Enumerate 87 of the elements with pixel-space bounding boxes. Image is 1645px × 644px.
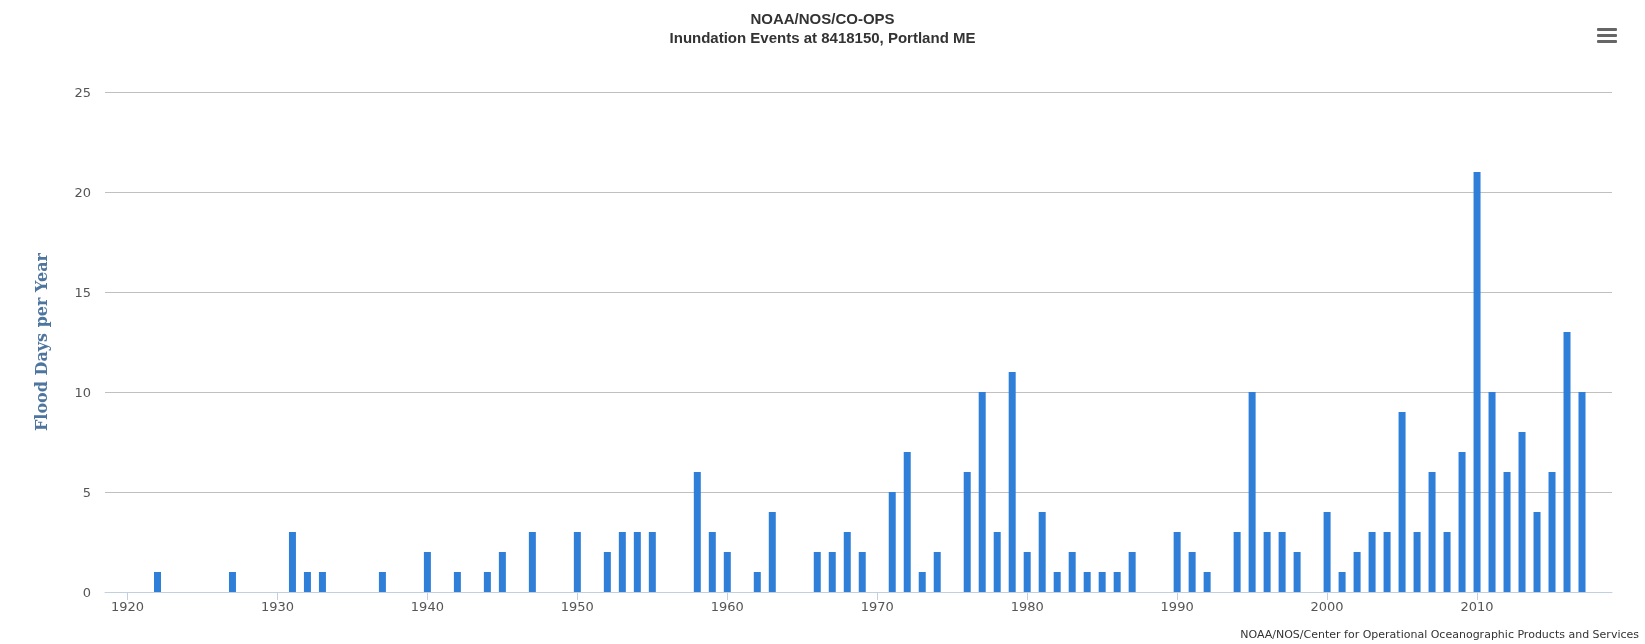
x-tick-label: 1920: [110, 599, 145, 614]
bar: [618, 532, 626, 592]
bar: [1563, 332, 1571, 592]
bar: [1488, 392, 1496, 592]
bar: [708, 532, 716, 592]
y-tick-label: 25: [74, 84, 91, 100]
bar: [1293, 552, 1301, 592]
bar: [978, 392, 986, 592]
bar: [1503, 472, 1511, 592]
bar: [1338, 572, 1346, 592]
y-tick-label: 20: [74, 184, 91, 200]
bar: [1038, 512, 1046, 592]
x-tick-label: 1940: [410, 599, 444, 614]
bar: [918, 572, 926, 592]
chart-subtitle: Inundation Events at 8418150, Portland ME: [669, 29, 976, 46]
bar: [1533, 512, 1541, 592]
bar: [1413, 532, 1421, 592]
bar: [1473, 172, 1481, 592]
bar: [1233, 532, 1241, 592]
bar: [843, 532, 851, 592]
bar: [1068, 552, 1076, 592]
bar: [1248, 392, 1256, 592]
bar: [153, 572, 161, 592]
bar: [1008, 372, 1016, 592]
bar: [483, 572, 491, 592]
bar: [1128, 552, 1136, 592]
y-tick-label: 0: [82, 584, 91, 600]
bar: [303, 572, 311, 592]
bar: [1518, 432, 1526, 592]
bar: [1098, 572, 1106, 592]
bar: [1368, 532, 1376, 592]
bar: [498, 552, 506, 592]
x-tick-label: 2010: [1460, 599, 1494, 614]
bar: [1188, 552, 1196, 592]
bar: [1203, 572, 1211, 592]
bar: [828, 552, 836, 592]
bar: [693, 472, 701, 592]
bar: [723, 552, 731, 592]
bar: [903, 452, 911, 592]
bar: [378, 572, 386, 592]
bar: [753, 572, 761, 592]
bar: [1548, 472, 1556, 592]
bar: [1458, 452, 1466, 592]
bar: [1263, 532, 1271, 592]
bar: [963, 472, 971, 592]
bar: [633, 532, 641, 592]
x-tick-label: 2000: [1310, 599, 1344, 614]
bar: [603, 552, 611, 592]
bar: [888, 492, 896, 592]
bar: [813, 552, 821, 592]
x-tick-label: 1930: [260, 599, 294, 614]
bar: [1083, 572, 1091, 592]
bar: [1173, 532, 1181, 592]
y-tick-label: 10: [74, 384, 91, 400]
bar: [573, 532, 581, 592]
bar: [453, 572, 461, 592]
x-tick-label: 1980: [1010, 599, 1044, 614]
bar: [1323, 512, 1331, 592]
bar: [933, 552, 941, 592]
bar: [1578, 392, 1586, 592]
y-tick-label: 5: [82, 484, 91, 500]
bar: [768, 512, 776, 592]
bar: [1383, 532, 1391, 592]
x-tick-label: 1950: [560, 599, 594, 614]
y-tick-label: 15: [74, 284, 91, 300]
bar: [1053, 572, 1061, 592]
bar: [1398, 412, 1406, 592]
text: NOAA/NOS/Center for Operational Oceanographic Products and Services: [1240, 628, 1640, 641]
y-axis-title: Flood Days per Year: [31, 252, 51, 432]
bar: [1113, 572, 1121, 592]
x-tick-label: 1990: [1160, 599, 1194, 614]
bar: [1023, 552, 1031, 592]
bar: [1443, 532, 1451, 592]
chart-title: NOAA/NOS/CO-OPS: [750, 10, 895, 27]
bar: [993, 532, 1001, 592]
x-tick-label: 1970: [860, 599, 894, 614]
bar: [1353, 552, 1361, 592]
bar: [288, 532, 296, 592]
bar: [318, 572, 326, 592]
bar: [423, 552, 431, 592]
bar: [1428, 472, 1436, 592]
bar: [648, 532, 656, 592]
bar: [1278, 532, 1286, 592]
x-tick-label: 1960: [710, 599, 744, 614]
bar: [528, 532, 536, 592]
bar: [228, 572, 236, 592]
bar: [858, 552, 866, 592]
